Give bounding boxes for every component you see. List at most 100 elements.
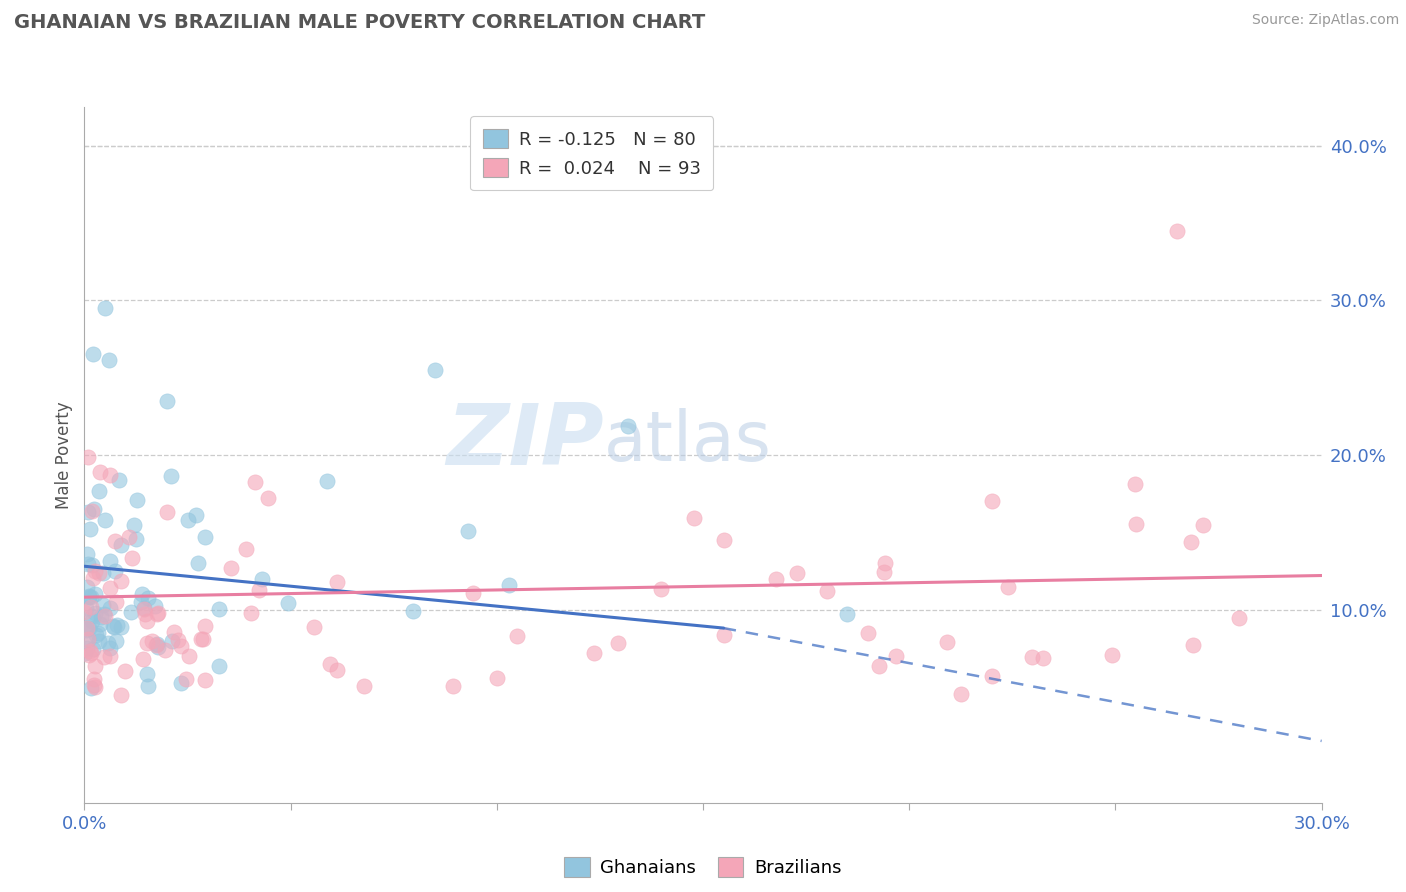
Point xyxy=(94,301,117,315)
Point xyxy=(82,571,104,585)
Point xyxy=(77,590,100,604)
Point xyxy=(326,574,349,589)
Point xyxy=(582,646,605,660)
Point xyxy=(159,469,181,483)
Point xyxy=(107,474,129,488)
Point xyxy=(1192,518,1215,533)
Point xyxy=(76,621,98,635)
Point xyxy=(302,620,325,634)
Point xyxy=(208,602,231,616)
Point xyxy=(1182,638,1205,652)
Point xyxy=(170,675,193,690)
Point xyxy=(79,522,101,536)
Point xyxy=(617,419,640,434)
Point xyxy=(104,533,127,548)
Point xyxy=(146,640,169,654)
Point xyxy=(1180,534,1202,549)
Point xyxy=(190,632,212,646)
Point xyxy=(87,566,110,581)
Text: atlas: atlas xyxy=(605,408,772,475)
Point xyxy=(89,634,111,648)
Point xyxy=(949,687,972,701)
Point xyxy=(80,558,103,572)
Point xyxy=(980,494,1002,508)
Point xyxy=(91,598,114,612)
Point xyxy=(316,475,339,489)
Point xyxy=(77,505,100,519)
Point xyxy=(256,491,278,505)
Point xyxy=(80,504,103,518)
Point xyxy=(498,577,520,591)
Point xyxy=(1227,610,1250,624)
Point xyxy=(1125,517,1147,532)
Legend: Ghanaians, Brazilians: Ghanaians, Brazilians xyxy=(557,850,849,884)
Point xyxy=(131,595,153,609)
Point xyxy=(177,513,200,527)
Point xyxy=(80,681,103,695)
Point xyxy=(997,580,1019,594)
Point xyxy=(132,602,155,616)
Point xyxy=(873,566,896,580)
Point xyxy=(77,622,100,636)
Point xyxy=(457,524,479,538)
Point xyxy=(485,671,508,685)
Point xyxy=(122,517,145,532)
Point xyxy=(1101,648,1123,662)
Point xyxy=(87,483,110,498)
Point xyxy=(401,604,423,618)
Point xyxy=(80,609,103,624)
Point xyxy=(77,589,100,603)
Point xyxy=(125,533,148,547)
Point xyxy=(194,673,217,688)
Point xyxy=(73,622,96,636)
Point xyxy=(93,513,115,527)
Point xyxy=(120,606,142,620)
Point xyxy=(132,652,155,666)
Point xyxy=(184,508,207,522)
Point xyxy=(84,659,107,673)
Point xyxy=(136,591,159,605)
Point xyxy=(98,554,121,568)
Point xyxy=(83,502,105,516)
Point xyxy=(141,634,163,648)
Point xyxy=(353,679,375,693)
Point xyxy=(110,620,132,634)
Point xyxy=(73,646,96,660)
Point xyxy=(76,641,98,656)
Point xyxy=(131,587,153,601)
Point xyxy=(156,505,179,519)
Point xyxy=(423,363,446,377)
Point xyxy=(83,565,105,579)
Point xyxy=(179,648,201,663)
Point xyxy=(134,607,156,621)
Point xyxy=(240,606,263,620)
Point xyxy=(713,628,735,642)
Point xyxy=(77,450,100,465)
Point xyxy=(650,582,672,596)
Point xyxy=(104,633,127,648)
Y-axis label: Male Poverty: Male Poverty xyxy=(55,401,73,508)
Point xyxy=(98,581,121,595)
Point xyxy=(136,679,159,693)
Point xyxy=(936,634,959,648)
Point xyxy=(118,530,141,544)
Point xyxy=(174,672,197,686)
Point xyxy=(146,607,169,621)
Point xyxy=(815,584,838,599)
Point xyxy=(1123,476,1146,491)
Text: GHANAIAN VS BRAZILIAN MALE POVERTY CORRELATION CHART: GHANAIAN VS BRAZILIAN MALE POVERTY CORRE… xyxy=(14,13,706,32)
Point xyxy=(136,667,159,681)
Point xyxy=(1032,650,1054,665)
Point xyxy=(146,637,169,651)
Point xyxy=(121,551,143,566)
Point xyxy=(98,640,121,655)
Point xyxy=(76,557,98,571)
Point xyxy=(856,625,879,640)
Point xyxy=(318,657,340,671)
Point xyxy=(219,560,242,574)
Point xyxy=(93,650,115,665)
Point xyxy=(84,680,107,694)
Point xyxy=(162,624,184,639)
Point xyxy=(83,678,105,692)
Point xyxy=(82,642,104,657)
